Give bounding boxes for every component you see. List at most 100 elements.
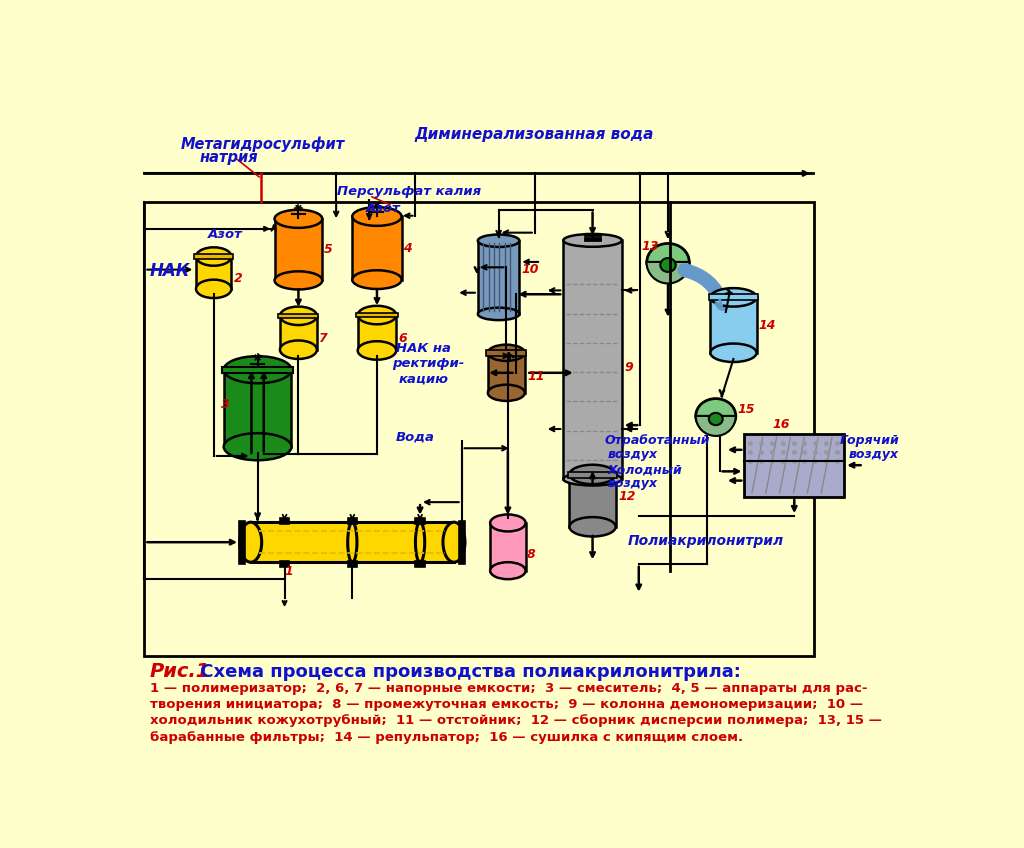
Bar <box>711 298 757 353</box>
Bar <box>459 521 465 564</box>
Text: Вода: Вода <box>396 430 435 444</box>
Text: Азот: Азот <box>366 202 400 215</box>
Ellipse shape <box>711 343 757 362</box>
Ellipse shape <box>563 472 622 486</box>
Ellipse shape <box>443 522 465 562</box>
Bar <box>195 254 233 259</box>
Ellipse shape <box>416 522 425 562</box>
Text: натрия: натрия <box>200 150 258 165</box>
Bar <box>478 241 519 314</box>
Bar <box>486 350 526 356</box>
Text: 1 — полимеризатор;  2, 6, 7 — напорные емкости;  3 — смеситель;  4, 5 — аппараты: 1 — полимеризатор; 2, 6, 7 — напорные ем… <box>150 682 867 695</box>
Ellipse shape <box>357 341 396 360</box>
Bar <box>274 219 323 281</box>
Ellipse shape <box>647 243 689 281</box>
Bar <box>563 240 622 479</box>
Text: 2: 2 <box>233 272 243 286</box>
Bar <box>280 517 289 524</box>
Text: Диминерализованная вода: Диминерализованная вода <box>414 126 653 142</box>
Bar <box>240 521 246 564</box>
Text: 11: 11 <box>527 370 545 383</box>
Text: 9: 9 <box>625 361 634 374</box>
Ellipse shape <box>240 522 262 562</box>
Text: холодильник кожухотрубный;  11 — отстойник;  12 — сборник дисперсии полимера;  1: холодильник кожухотрубный; 11 — отстойни… <box>150 714 882 728</box>
Text: Рис.1: Рис.1 <box>150 662 210 681</box>
Ellipse shape <box>280 307 316 325</box>
Bar <box>144 202 814 656</box>
Text: творения инициатора;  8 — промежуточная емкость;  9 — колонна демономеризации;  : творения инициатора; 8 — промежуточная е… <box>150 698 863 711</box>
Text: кацию: кацию <box>398 372 449 386</box>
Text: 14: 14 <box>759 319 776 332</box>
Ellipse shape <box>280 340 316 359</box>
Bar <box>356 313 397 317</box>
Ellipse shape <box>569 517 615 537</box>
Bar <box>744 433 845 497</box>
Bar <box>490 523 525 571</box>
Ellipse shape <box>348 522 357 562</box>
Ellipse shape <box>490 515 525 532</box>
Bar <box>279 314 318 318</box>
Bar <box>416 561 425 566</box>
Ellipse shape <box>274 271 323 289</box>
Bar <box>348 561 357 566</box>
Ellipse shape <box>478 235 519 247</box>
Bar <box>196 257 231 289</box>
Text: 3: 3 <box>220 398 229 411</box>
Text: воздух: воздух <box>849 448 899 461</box>
Ellipse shape <box>274 209 323 228</box>
Ellipse shape <box>490 562 525 579</box>
Text: 6: 6 <box>398 332 408 345</box>
Ellipse shape <box>695 399 736 433</box>
Ellipse shape <box>709 413 723 425</box>
Text: Метагидросульфит: Метагидросульфит <box>180 137 345 152</box>
Ellipse shape <box>563 234 622 247</box>
Ellipse shape <box>478 308 519 321</box>
Bar <box>568 472 617 477</box>
Bar <box>280 315 316 349</box>
Text: 10: 10 <box>521 263 540 276</box>
Text: 5: 5 <box>324 243 333 256</box>
Bar <box>357 315 396 350</box>
Text: барабанные фильтры;  14 — репульпатор;  16 — сушилка с кипящим слоем.: барабанные фильтры; 14 — репульпатор; 16… <box>150 730 743 744</box>
Text: 16: 16 <box>773 418 791 431</box>
Ellipse shape <box>487 385 524 401</box>
Text: Горячий: Горячий <box>840 434 899 447</box>
FancyArrowPatch shape <box>685 271 723 304</box>
Text: воздух: воздух <box>608 448 658 461</box>
Text: 13: 13 <box>641 240 658 253</box>
Text: 4: 4 <box>403 242 412 254</box>
Text: 1: 1 <box>285 565 293 578</box>
Text: 7: 7 <box>318 332 328 345</box>
Bar <box>223 370 292 447</box>
Bar <box>569 474 615 527</box>
Text: 12: 12 <box>618 490 636 503</box>
Ellipse shape <box>711 288 757 307</box>
Bar <box>251 522 454 562</box>
Bar <box>222 366 293 373</box>
Text: Отработанный: Отработанный <box>604 434 710 447</box>
Wedge shape <box>646 262 689 283</box>
Ellipse shape <box>196 248 231 265</box>
Ellipse shape <box>352 207 401 226</box>
Ellipse shape <box>223 356 292 383</box>
Ellipse shape <box>487 344 524 361</box>
Text: Персульфат калия: Персульфат калия <box>337 186 481 198</box>
Ellipse shape <box>223 433 292 460</box>
Ellipse shape <box>660 258 676 272</box>
Ellipse shape <box>569 465 615 484</box>
Text: 15: 15 <box>737 404 755 416</box>
Bar <box>487 353 525 393</box>
Text: ректифи-: ректифи- <box>392 357 465 370</box>
Text: НАК на: НАК на <box>396 342 452 354</box>
Bar <box>348 517 357 524</box>
Wedge shape <box>695 416 736 436</box>
Ellipse shape <box>196 280 231 298</box>
Text: Азот: Азот <box>208 228 243 241</box>
Bar <box>352 216 401 280</box>
Text: 8: 8 <box>527 548 536 561</box>
Text: Полиакрилонитрил: Полиакрилонитрил <box>628 533 783 548</box>
Ellipse shape <box>357 306 396 324</box>
Text: НАК: НАК <box>150 262 190 280</box>
Bar <box>280 561 289 566</box>
Text: Холодный: Холодный <box>608 463 683 477</box>
